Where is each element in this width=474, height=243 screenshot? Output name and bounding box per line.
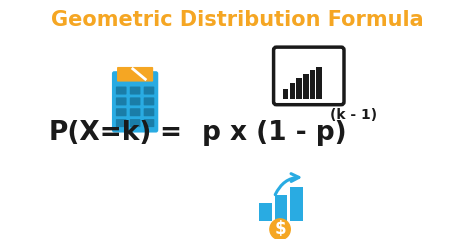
FancyBboxPatch shape — [144, 87, 155, 95]
FancyBboxPatch shape — [130, 87, 140, 95]
FancyBboxPatch shape — [116, 108, 127, 116]
Bar — [274, 195, 288, 221]
FancyBboxPatch shape — [144, 119, 155, 127]
Circle shape — [270, 219, 290, 240]
Text: p x (1 - p): p x (1 - p) — [202, 120, 346, 146]
FancyBboxPatch shape — [112, 71, 158, 132]
Bar — [259, 203, 272, 221]
Text: P(X=k): P(X=k) — [49, 120, 152, 146]
Bar — [310, 70, 315, 99]
Bar — [290, 187, 303, 221]
FancyBboxPatch shape — [130, 108, 140, 116]
Text: $: $ — [274, 220, 286, 238]
Bar — [303, 74, 309, 99]
FancyBboxPatch shape — [117, 67, 153, 82]
FancyBboxPatch shape — [144, 108, 155, 116]
Bar — [290, 83, 295, 99]
FancyBboxPatch shape — [130, 97, 140, 105]
FancyBboxPatch shape — [116, 97, 127, 105]
FancyBboxPatch shape — [130, 119, 140, 127]
Bar — [283, 88, 288, 99]
Bar — [296, 78, 302, 99]
Bar — [317, 67, 322, 99]
Text: Geometric Distribution Formula: Geometric Distribution Formula — [51, 10, 423, 30]
FancyBboxPatch shape — [116, 119, 127, 127]
FancyBboxPatch shape — [116, 87, 127, 95]
Text: =: = — [159, 120, 181, 146]
FancyBboxPatch shape — [144, 97, 155, 105]
Text: (k - 1): (k - 1) — [330, 108, 377, 122]
FancyBboxPatch shape — [273, 47, 344, 105]
